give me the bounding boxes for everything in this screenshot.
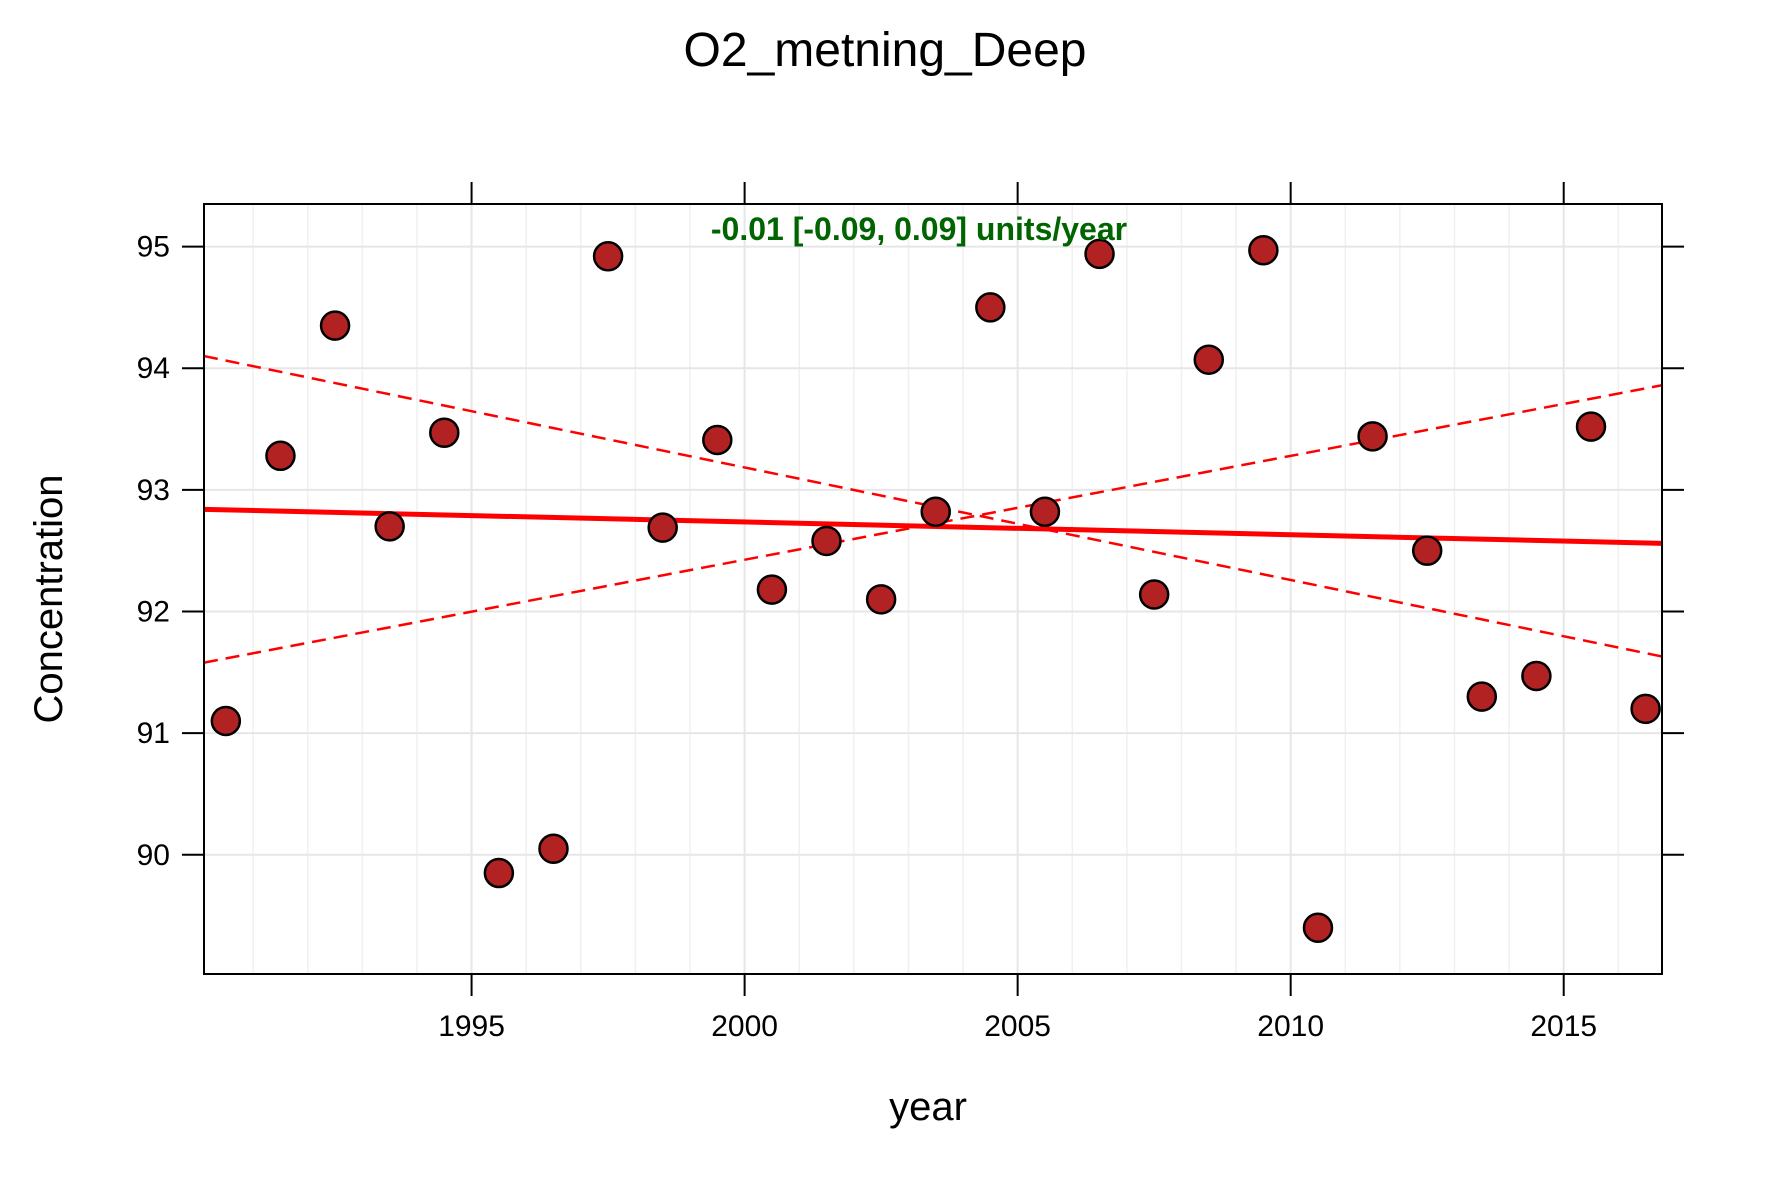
data-point: [538, 833, 569, 864]
data-point: [1248, 234, 1279, 266]
y-tick-label: 95: [137, 231, 170, 264]
data-point: [483, 857, 515, 889]
y-tick-label: 92: [137, 596, 170, 629]
data-point: [1138, 579, 1170, 610]
ci-upper-line: [203, 354, 1663, 658]
chart-title: O2_metning_Deep: [684, 24, 1087, 77]
plot-panel: [203, 203, 1663, 975]
grid: [204, 204, 1662, 974]
data-point: [1029, 496, 1061, 528]
data-point: [374, 511, 405, 542]
data-point: [865, 584, 897, 615]
data-point: [1302, 912, 1334, 944]
data-point: [1357, 421, 1388, 452]
y-tick-label: 90: [137, 839, 170, 872]
data-point: [1521, 660, 1552, 692]
x-tick-label: 2000: [711, 1010, 778, 1043]
data-point: [920, 496, 951, 528]
data-point: [1630, 693, 1661, 725]
axis-ticks: 1995 2000 2005 2010 2015 90 91 92 93 94 95: [137, 182, 1684, 1043]
data-point: [702, 424, 733, 456]
data-point: [265, 440, 296, 472]
data-point: [1193, 344, 1225, 375]
y-tick-label: 94: [137, 352, 170, 385]
x-tick-label: 2005: [984, 1010, 1051, 1043]
x-tick-label: 2015: [1530, 1010, 1597, 1043]
data-point: [319, 310, 351, 341]
data-point: [811, 525, 842, 557]
data-point: [647, 512, 678, 543]
data-point: [429, 417, 460, 448]
x-tick-label: 2010: [1257, 1010, 1324, 1043]
x-axis-label: year: [889, 1085, 967, 1129]
x-tick-label: 1995: [438, 1010, 505, 1043]
data-point: [210, 705, 242, 737]
data-point: [756, 574, 788, 605]
data-point: [1084, 238, 1115, 270]
y-tick-label: 93: [137, 474, 170, 507]
data-point: [1411, 535, 1443, 566]
data-point: [975, 292, 1006, 323]
y-tick-label: 91: [137, 717, 170, 750]
data-points: [210, 234, 1661, 944]
y-axis-label: Concentration: [27, 474, 71, 723]
data-point: [1466, 681, 1498, 712]
data-point: [1575, 411, 1607, 442]
ci-lower-line: [203, 384, 1663, 664]
trend-annotation: -0.01 [-0.09, 0.09] units/year: [711, 211, 1127, 247]
data-point: [592, 241, 624, 272]
